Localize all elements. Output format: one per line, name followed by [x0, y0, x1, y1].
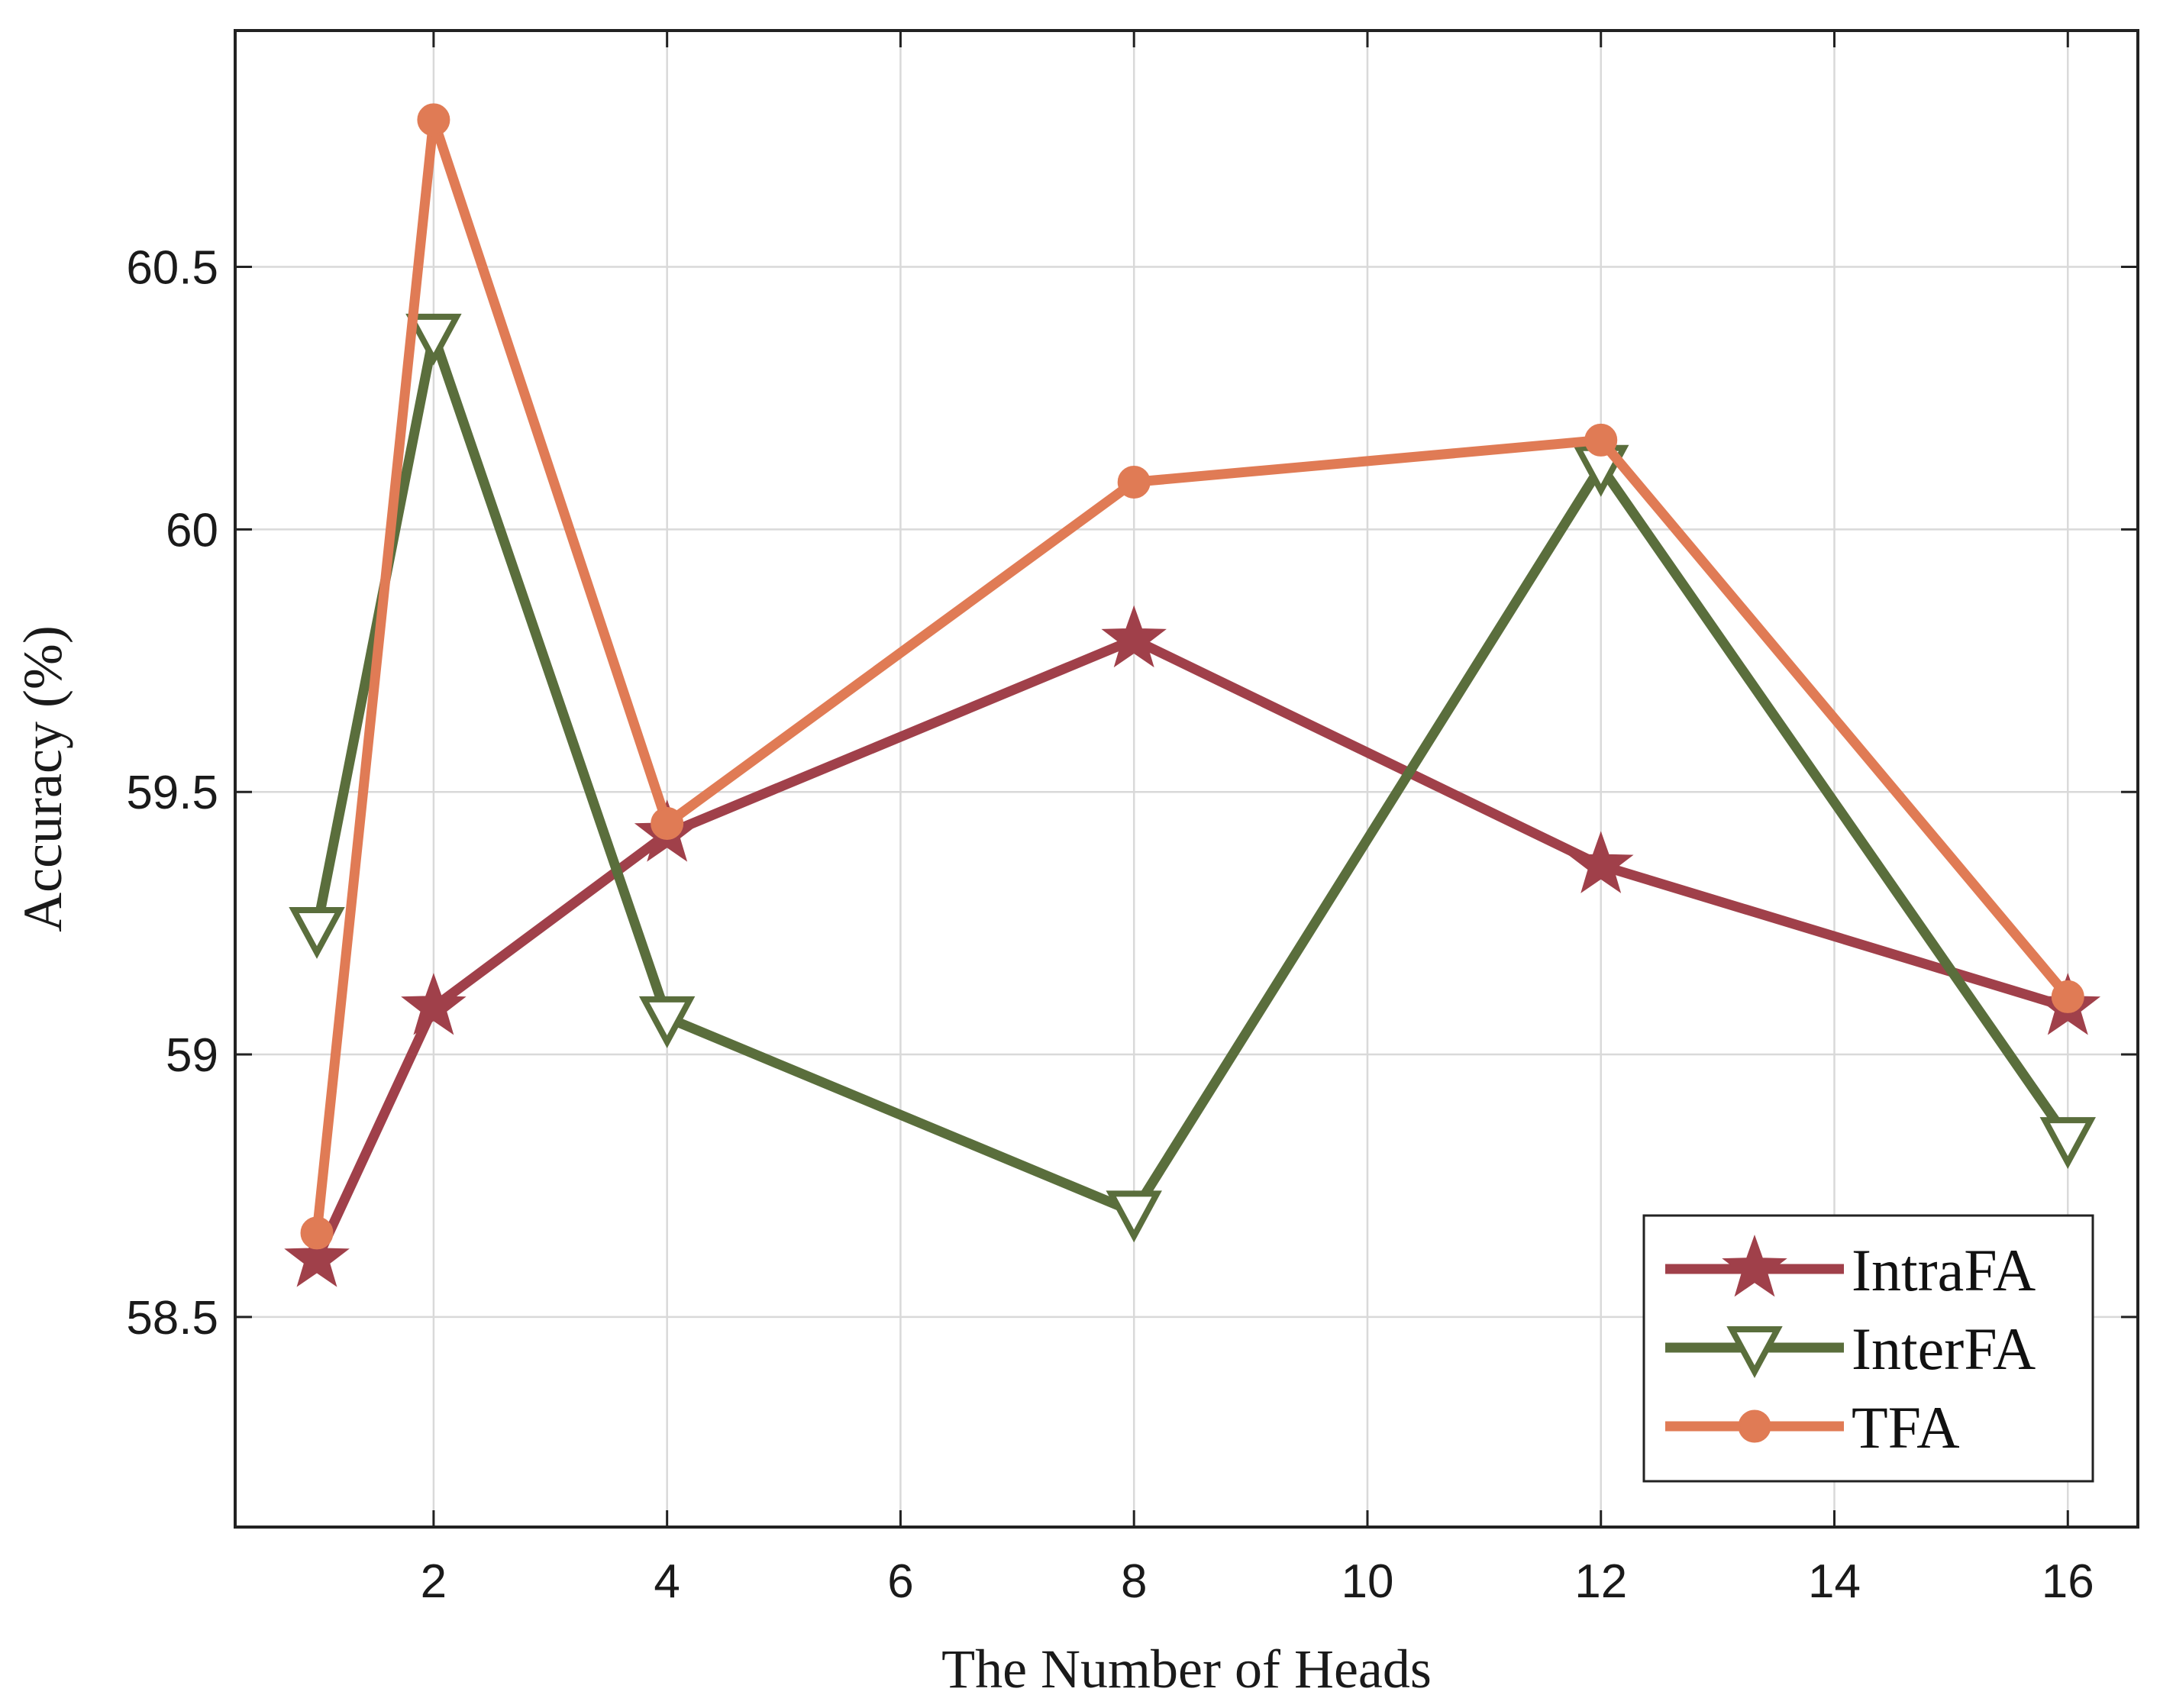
series-line-interfa [312, 330, 2073, 1217]
data-point-tfa [1584, 423, 1618, 457]
legend: IntraFA InterFA TFA [1642, 1214, 2094, 1483]
plot-frame [234, 29, 2139, 1529]
y-tick-label: 60.5 [126, 241, 218, 294]
data-point-interfa [1106, 1190, 1162, 1243]
y-tick-label: 58.5 [126, 1292, 218, 1345]
legend-marker-intrafa [1722, 1235, 1787, 1297]
data-point-interfa [405, 313, 462, 366]
x-tick-label: 10 [1341, 1555, 1393, 1608]
tick-labels: 2 4 6 8 10 12 14 16 58.5 59 59.5 60 60.5 [126, 241, 2094, 1608]
series-tfa [300, 103, 2084, 1250]
legend-label-tfa: TFA [1852, 1394, 1960, 1461]
legend-label-intrafa: IntraFA [1852, 1237, 2036, 1303]
legend-label-interfa: InterFA [1852, 1316, 2036, 1382]
legend-marker-interfa [1726, 1326, 1783, 1378]
x-tick-label: 2 [421, 1555, 447, 1608]
x-tick-label: 6 [887, 1555, 913, 1608]
series-interfa [289, 313, 2096, 1243]
data-point-intrafa [1568, 831, 1634, 893]
data-point-intrafa [401, 973, 467, 1035]
x-tick-label: 16 [2042, 1555, 2094, 1608]
data-point-tfa [1117, 465, 1151, 499]
y-axis-title: Accuracy (%) [12, 625, 73, 932]
x-tick-label: 12 [1574, 1555, 1627, 1608]
y-tick-label: 59 [166, 1029, 218, 1082]
series-layer [284, 103, 2101, 1287]
data-point-tfa [300, 1216, 334, 1250]
y-tick-label: 59.5 [126, 767, 218, 819]
x-tick-label: 8 [1121, 1555, 1147, 1608]
data-point-tfa [2051, 980, 2084, 1013]
series-line-tfa [312, 115, 2073, 1238]
series-line-intrafa [312, 634, 2073, 1264]
y-tick-label: 60 [166, 504, 218, 557]
data-point-interfa [289, 907, 345, 959]
legend-marker-tfa [1738, 1409, 1771, 1443]
x-axis-title: The Number of Heads [941, 1639, 1432, 1700]
data-point-tfa [651, 806, 684, 840]
x-tick-label: 4 [654, 1555, 680, 1608]
data-point-intrafa [1101, 605, 1167, 668]
axis-ticks [235, 31, 2138, 1527]
data-point-intrafa [284, 1225, 350, 1287]
data-point-interfa [2039, 1117, 2096, 1169]
x-tick-label: 14 [1808, 1555, 1861, 1608]
data-point-interfa [638, 996, 696, 1048]
grid-lines [235, 31, 2138, 1527]
data-point-tfa [417, 103, 450, 137]
